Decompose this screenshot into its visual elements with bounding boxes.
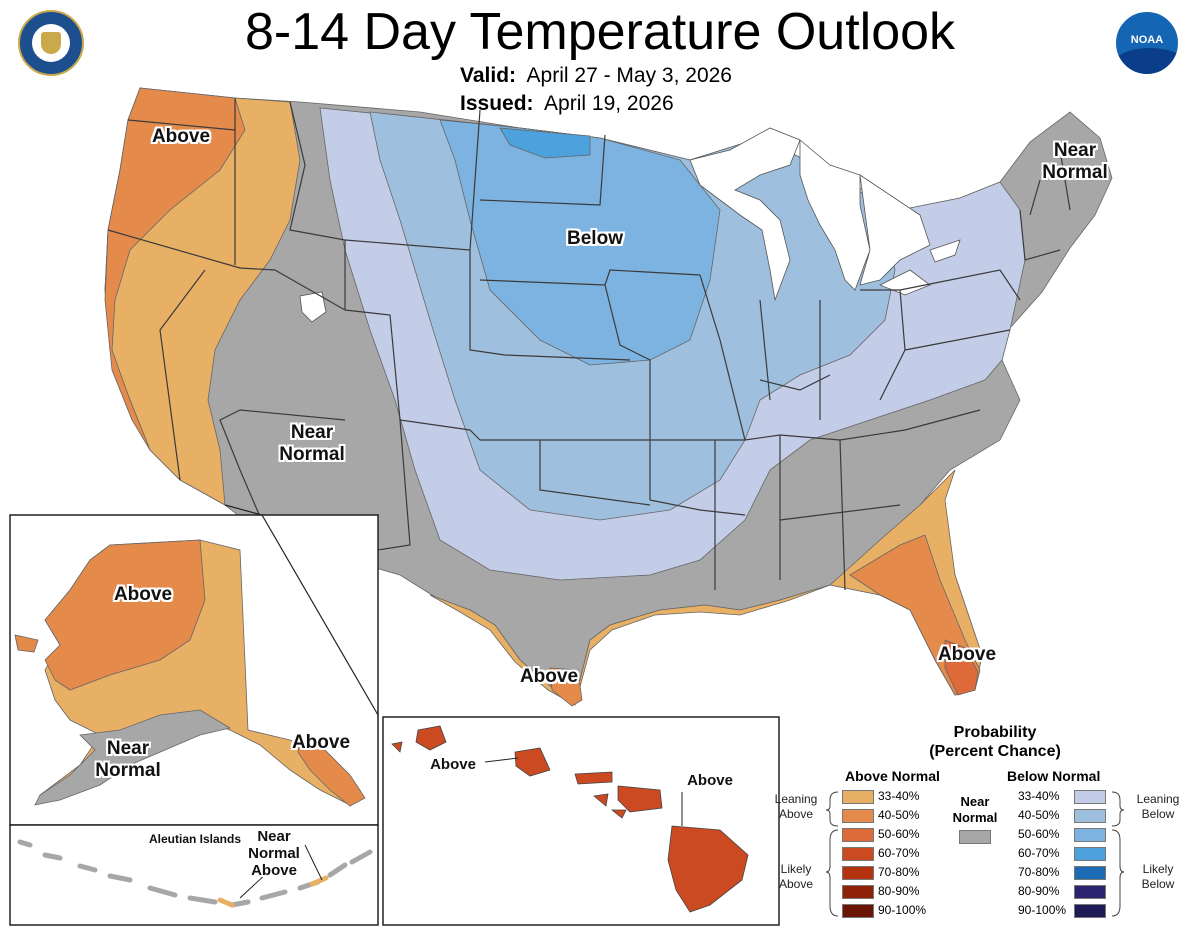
legend-leaning-above: Leaning Above bbox=[774, 792, 818, 821]
legend-range-below-1: 33-40% bbox=[1018, 789, 1060, 803]
legend-above-header: Above Normal bbox=[845, 768, 940, 784]
legend-range-below-3: 50-60% bbox=[1018, 827, 1060, 841]
valid-label: Valid: bbox=[460, 64, 517, 87]
legend-leaning-below: Leaning Below bbox=[1136, 792, 1180, 821]
below-60-70-region bbox=[499, 127, 591, 159]
florida-above-label: Above bbox=[937, 644, 997, 665]
valid-value: April 27 - May 3, 2026 bbox=[526, 64, 732, 87]
hawaii-islands bbox=[391, 725, 749, 913]
hawaii-molokai bbox=[574, 771, 613, 785]
legend-range-above-1: 33-40% bbox=[878, 789, 920, 803]
bracket-leaning-below bbox=[1111, 791, 1125, 827]
west-above-label: Above bbox=[151, 126, 211, 147]
above-40-50-texas-region bbox=[549, 667, 583, 707]
legend-range-above-6: 80-90% bbox=[878, 884, 920, 898]
texas-above-label: Above bbox=[519, 666, 579, 687]
aleutian-near-normal-above-label: Near Normal Above bbox=[248, 828, 300, 879]
aleutians-inset-frame bbox=[9, 824, 379, 926]
alaska-panhandle-region bbox=[297, 739, 366, 807]
legend-title: Probability (Percent Chance) bbox=[929, 724, 1061, 760]
bracket-likely-above bbox=[825, 829, 839, 917]
alaska-above-label: Above bbox=[113, 584, 173, 605]
issued-date: Issued: April 19, 2026 bbox=[460, 92, 674, 116]
legend-swatch-below-4 bbox=[1074, 847, 1106, 861]
department-of-commerce-seal-icon bbox=[18, 10, 84, 76]
legend-range-below-6: 80-90% bbox=[1018, 884, 1060, 898]
legend-swatch-below-1 bbox=[1074, 790, 1106, 804]
north-below-label: Below bbox=[567, 228, 623, 249]
great-salt-lake bbox=[299, 291, 327, 323]
aleutian-pointer-line bbox=[239, 844, 323, 899]
legend-likely-below: Likely Below bbox=[1141, 862, 1175, 891]
legend-range-below-5: 70-80% bbox=[1018, 865, 1060, 879]
legend-range-below-2: 40-50% bbox=[1018, 808, 1060, 822]
legend-swatch-below-2 bbox=[1074, 809, 1106, 823]
legend-swatch-below-6 bbox=[1074, 885, 1106, 899]
noaa-logo-icon: NOAA bbox=[1114, 10, 1180, 76]
southwest-near-normal-label: Near Normal bbox=[279, 422, 345, 465]
state-borders bbox=[107, 98, 1071, 591]
legend-range-below-7: 90-100% bbox=[1018, 903, 1067, 917]
hawaii-oahu bbox=[514, 747, 551, 777]
above-50-60-florida-region bbox=[944, 639, 979, 696]
legend-range-below-4: 60-70% bbox=[1018, 846, 1060, 860]
legend-range-above-4: 60-70% bbox=[878, 846, 920, 860]
bracket-leaning-above bbox=[825, 791, 839, 827]
above-40-50-west-region bbox=[104, 87, 246, 451]
page-title: 8-14 Day Temperature Outlook bbox=[244, 3, 956, 61]
legend-swatch-above-1 bbox=[842, 790, 874, 804]
issued-label: Issued: bbox=[460, 92, 534, 115]
legend-near-normal-label: Near Normal bbox=[952, 794, 998, 825]
valid-dates: Valid: April 27 - May 3, 2026 bbox=[460, 64, 732, 88]
legend-swatch-above-7 bbox=[842, 904, 874, 918]
legend-swatch-below-7 bbox=[1074, 904, 1106, 918]
hawaii-left-above-label: Above bbox=[430, 756, 476, 773]
state-border-line bbox=[107, 98, 1071, 591]
hawaii-lanai bbox=[593, 793, 609, 807]
bracket-likely-below bbox=[1111, 829, 1125, 917]
hawaii-right-above-label: Above bbox=[687, 772, 733, 789]
hawaii-maui bbox=[617, 785, 663, 813]
hawaii-big-island bbox=[667, 825, 749, 913]
alaska-west-islands bbox=[14, 634, 39, 653]
legend-swatch-above-5 bbox=[842, 866, 874, 880]
legend-swatch-above-4 bbox=[842, 847, 874, 861]
alaska-near-normal-region bbox=[34, 709, 232, 806]
legend-near-normal-swatch bbox=[959, 830, 991, 844]
hawaii-niihau bbox=[391, 741, 403, 753]
legend-swatch-above-6 bbox=[842, 885, 874, 899]
legend-range-above-5: 70-80% bbox=[878, 865, 920, 879]
legend-swatch-below-5 bbox=[1074, 866, 1106, 880]
legend-swatch-below-3 bbox=[1074, 828, 1106, 842]
legend-swatch-above-2 bbox=[842, 809, 874, 823]
aleutian-chain-land bbox=[17, 839, 373, 908]
great-lakes bbox=[689, 127, 961, 302]
legend-likely-above: Likely Above bbox=[778, 862, 814, 891]
hawaii-pointer-lines bbox=[484, 757, 683, 826]
aleutian-chain-above bbox=[217, 875, 329, 908]
alaska-panhandle-above-label: Above bbox=[291, 732, 351, 753]
legend-swatch-above-3 bbox=[842, 828, 874, 842]
alaska-near-normal-label: Near Normal bbox=[95, 738, 161, 781]
hawaii-kauai bbox=[415, 725, 447, 751]
aleutian-islands-title: Aleutian Islands bbox=[148, 832, 242, 846]
legend-range-above-3: 50-60% bbox=[878, 827, 920, 841]
alaska-above-40-50-region bbox=[44, 539, 206, 691]
hawaii-kahoolawe bbox=[610, 809, 627, 819]
legend-range-above-7: 90-100% bbox=[878, 903, 927, 917]
alaska-inset-connector bbox=[224, 504, 379, 716]
northeast-near-normal-label: Near Normal bbox=[1042, 140, 1108, 183]
legend-below-header: Below Normal bbox=[1007, 768, 1101, 784]
below-50-60-region bbox=[439, 119, 721, 366]
issued-value: April 19, 2026 bbox=[544, 92, 674, 115]
legend-range-above-2: 40-50% bbox=[878, 808, 920, 822]
